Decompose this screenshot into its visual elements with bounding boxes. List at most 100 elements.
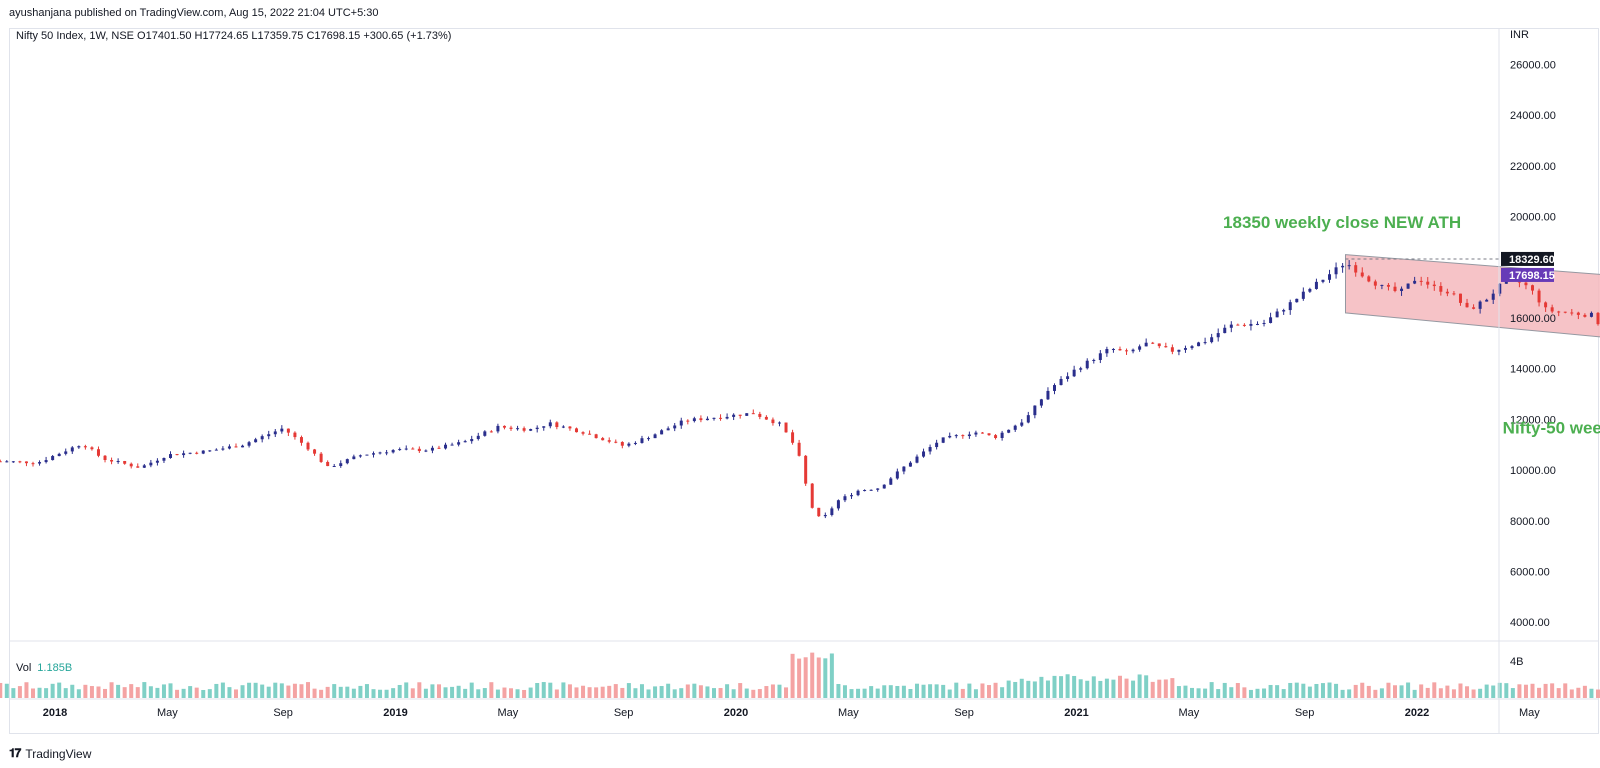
- volume-bar: [1537, 687, 1542, 698]
- volume-bar: [515, 689, 520, 698]
- candle: [561, 426, 565, 428]
- volume-bar: [1334, 683, 1339, 698]
- volume-bar: [1523, 684, 1528, 698]
- tradingview-logo-icon: 𝟏𝟕: [9, 746, 21, 760]
- volume-bar: [83, 684, 88, 698]
- volume-bar: [233, 689, 238, 698]
- volume-bar: [325, 686, 330, 698]
- candle: [365, 454, 369, 456]
- volume-bar: [1366, 685, 1371, 698]
- candle: [1413, 280, 1417, 284]
- price-tick-label: 16000.00: [1510, 313, 1556, 325]
- candle: [699, 418, 703, 421]
- volume-bar: [941, 684, 946, 698]
- volume-bar: [679, 688, 684, 698]
- candle: [83, 446, 87, 448]
- symbol-legend[interactable]: Nifty 50 Index, 1W, NSE O17401.50 H17724…: [16, 30, 452, 42]
- candle: [620, 442, 624, 446]
- candle: [817, 507, 821, 517]
- candle: [1131, 349, 1135, 352]
- candle: [103, 455, 107, 460]
- candle: [391, 450, 395, 453]
- candle: [463, 441, 467, 443]
- candle: [542, 426, 546, 428]
- candle: [568, 426, 572, 429]
- volume-bar: [469, 682, 474, 698]
- candle: [182, 453, 186, 456]
- candle: [522, 428, 526, 431]
- candle: [738, 414, 742, 416]
- candle: [201, 450, 205, 454]
- volume-bar: [129, 684, 134, 698]
- volume-bar: [829, 653, 834, 698]
- candle: [830, 508, 834, 515]
- volume-axis-label: 4B: [1510, 656, 1523, 668]
- volume-bar: [1078, 679, 1083, 698]
- volume-bar: [194, 687, 199, 698]
- volume-bar: [430, 684, 435, 698]
- candle: [1524, 282, 1528, 286]
- candle: [1098, 353, 1102, 360]
- volume-bar: [214, 683, 219, 698]
- candle: [1406, 283, 1410, 289]
- candle: [70, 447, 74, 452]
- candle: [863, 490, 867, 492]
- candle: [994, 435, 998, 438]
- candle: [1314, 281, 1318, 289]
- volume-bar: [404, 682, 409, 698]
- volume-bar: [738, 683, 743, 698]
- candle: [247, 442, 251, 446]
- volume-bar: [436, 684, 441, 698]
- volume-bar: [836, 683, 841, 698]
- candle: [208, 450, 212, 452]
- volume-bar: [1144, 675, 1149, 698]
- candle: [987, 433, 991, 436]
- candle: [1596, 312, 1600, 325]
- candle: [889, 478, 893, 485]
- volume-bar: [240, 685, 245, 698]
- candle: [1242, 324, 1246, 326]
- volume-bar: [332, 684, 337, 698]
- candle: [437, 447, 441, 449]
- volume-bar: [279, 683, 284, 698]
- volume-bar: [1530, 683, 1535, 698]
- volume-bar: [1039, 676, 1044, 698]
- volume-bar: [371, 689, 376, 698]
- candle: [11, 461, 15, 463]
- chart-frame: [9, 28, 1599, 734]
- candle: [1354, 265, 1358, 273]
- volume-bar: [757, 689, 762, 698]
- candle: [1465, 302, 1469, 308]
- time-tick-label: 2018: [43, 707, 67, 719]
- candle: [915, 456, 919, 463]
- candle: [1269, 317, 1273, 323]
- candle: [1223, 327, 1227, 334]
- candle: [935, 442, 939, 448]
- volume-bar: [1262, 688, 1267, 698]
- candle: [1236, 324, 1240, 326]
- candle: [483, 431, 487, 436]
- volume-bar: [980, 683, 985, 698]
- candle: [1046, 390, 1050, 400]
- volume-bar: [823, 658, 828, 698]
- candle: [260, 436, 264, 440]
- candle: [954, 435, 958, 437]
- volume-bar: [1510, 688, 1515, 698]
- candle: [967, 434, 971, 437]
- tradingview-brand[interactable]: 𝟏𝟕 TradingView: [9, 746, 91, 761]
- ath-price-badge: [1501, 251, 1554, 266]
- candle: [869, 489, 873, 491]
- volume-bar: [1026, 680, 1031, 698]
- candle: [1288, 302, 1292, 311]
- candle: [1066, 376, 1070, 379]
- candle: [57, 453, 61, 457]
- volume-bar: [908, 689, 913, 698]
- volume-bar: [410, 688, 415, 698]
- candle: [332, 466, 336, 468]
- candle: [90, 447, 94, 450]
- volume-bar: [509, 688, 514, 698]
- volume-bar: [639, 684, 644, 698]
- candle: [732, 414, 736, 417]
- candle: [922, 451, 926, 457]
